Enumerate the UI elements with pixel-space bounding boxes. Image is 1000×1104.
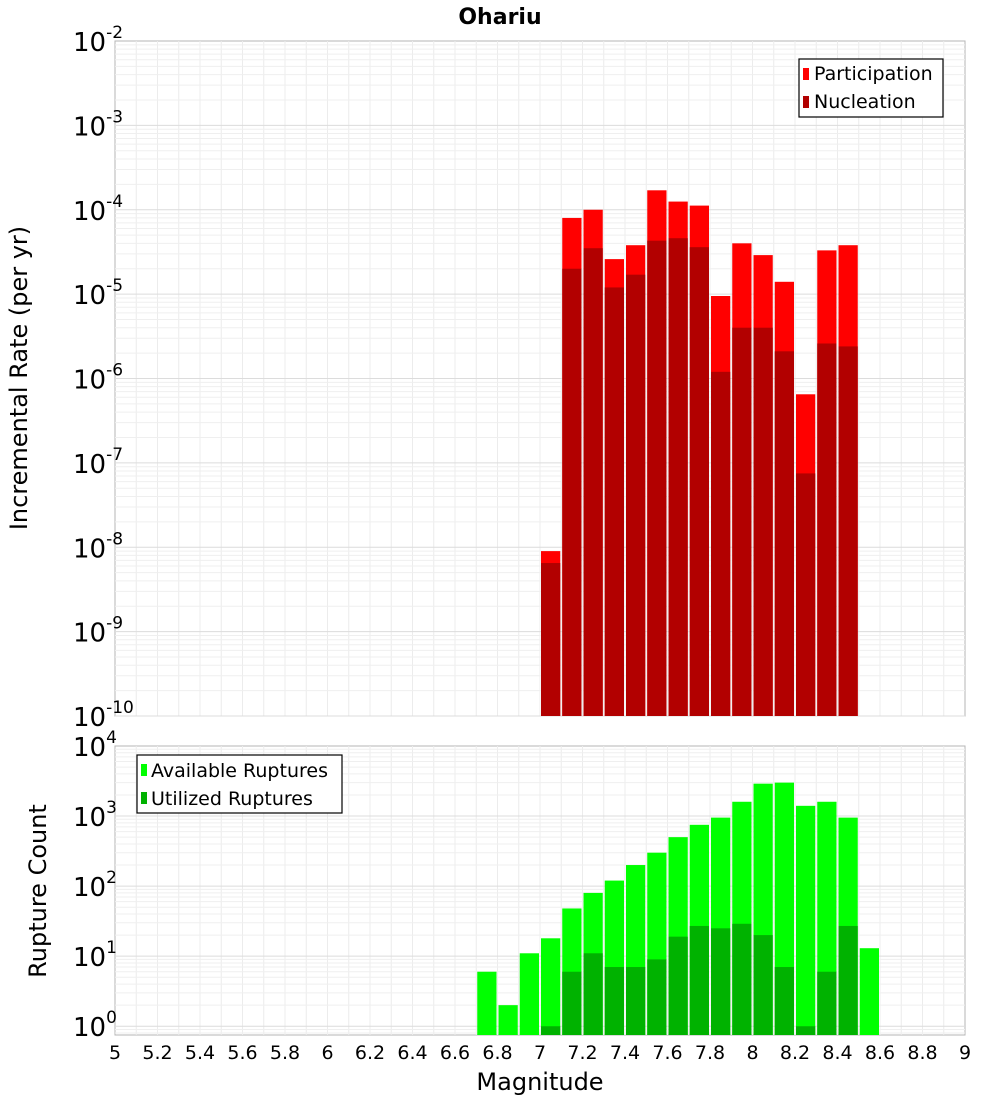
top-bar-b — [732, 327, 752, 716]
x-tick-label: 5.2 — [142, 1042, 172, 1064]
bottom-bar-a — [796, 805, 816, 1035]
bottom-y-tick-label: 100 — [73, 1008, 117, 1043]
top-bar-b — [796, 473, 816, 716]
bottom-bar-a — [519, 953, 539, 1035]
bottom-bar-b — [668, 936, 688, 1035]
legend-label-participation: Participation — [814, 63, 933, 85]
top-y-tick-label: 10-5 — [73, 276, 123, 311]
x-tick-label: 5.8 — [270, 1042, 300, 1064]
bottom-bar-b — [689, 925, 709, 1035]
chart-title: Ohariu — [458, 5, 541, 30]
legend-swatch-available — [141, 764, 147, 776]
top-y-tick-label: 10-7 — [73, 445, 123, 480]
bottom-y-tick-label: 104 — [73, 728, 117, 763]
x-tick-label: 5.4 — [185, 1042, 215, 1064]
bottom-y-tick-label: 102 — [73, 868, 117, 903]
bottom-y-tick-label: 101 — [73, 938, 117, 973]
top-y-tick-label: 10-10 — [73, 698, 134, 733]
bottom-bar-b — [838, 925, 858, 1035]
x-tick-label: 8.4 — [822, 1042, 852, 1064]
top-legend: Participation Nucleation — [798, 58, 944, 118]
top-bar-b — [774, 351, 794, 716]
top-y-tick-label: 10-3 — [73, 107, 123, 142]
legend-label-available: Available Ruptures — [151, 760, 328, 782]
x-ticks: 5 5.2 5.4 5.6 5.8 6 6.2 6.4 6.6 6.8 7 7.2 7.4 7.6 7.8 8… — [109, 1042, 971, 1064]
bottom-legend: Available Ruptures Utilized Ruptures — [136, 754, 343, 814]
top-bar-b — [562, 268, 582, 716]
top-y-tick-label: 10-2 — [73, 23, 123, 58]
x-tick-label: 7.8 — [695, 1042, 725, 1064]
bottom-y-ticks: 100 101 102 103 104 — [73, 728, 117, 1043]
x-tick-label: 6.2 — [355, 1042, 385, 1064]
top-y-axis-label: Incremental Rate (per yr) — [5, 226, 33, 530]
bottom-bar-b — [562, 971, 582, 1035]
bottom-bar-b — [817, 971, 837, 1035]
legend-label-utilized: Utilized Ruptures — [151, 788, 313, 810]
bottom-bar-a — [859, 948, 879, 1035]
top-bar-b — [817, 343, 837, 716]
top-bar-b — [689, 247, 709, 716]
x-tick-label: 8.8 — [907, 1042, 937, 1064]
top-bar-b — [541, 563, 561, 716]
x-tick-label: 6.6 — [440, 1042, 470, 1064]
bottom-bar-b — [647, 959, 667, 1035]
bottom-bar-b — [732, 923, 752, 1035]
x-tick-label: 8.2 — [780, 1042, 810, 1064]
x-tick-label: 5.6 — [227, 1042, 257, 1064]
bottom-bar-b — [583, 953, 603, 1035]
x-tick-label: 7.4 — [610, 1042, 640, 1064]
legend-swatch-utilized — [141, 792, 147, 804]
bottom-bar-b — [774, 967, 794, 1035]
top-bar-b — [647, 240, 667, 717]
top-y-tick-label: 10-8 — [73, 529, 123, 564]
bottom-y-axis-label: Rupture Count — [24, 804, 52, 978]
top-bar-b — [711, 371, 731, 716]
top-y-tick-label: 10-9 — [73, 614, 123, 649]
x-tick-label: 7.6 — [652, 1042, 682, 1064]
x-tick-label: 6.8 — [482, 1042, 512, 1064]
bottom-bar-a — [477, 971, 497, 1035]
bottom-y-tick-label: 103 — [73, 798, 117, 833]
bottom-bar-b — [796, 1026, 816, 1035]
x-tick-label: 9 — [959, 1042, 971, 1064]
top-bar-b — [838, 346, 858, 716]
top-bar-b — [753, 327, 773, 716]
x-tick-label: 5 — [109, 1042, 121, 1064]
x-axis-label: Magnitude — [476, 1068, 603, 1096]
x-tick-label: 7.2 — [567, 1042, 597, 1064]
legend-swatch-participation — [803, 68, 809, 80]
top-y-tick-label: 10-6 — [73, 361, 123, 396]
legend-label-nucleation: Nucleation — [814, 91, 916, 113]
x-tick-label: 8 — [746, 1042, 758, 1064]
bottom-bars — [477, 782, 879, 1035]
bottom-bar-a — [541, 938, 561, 1035]
bottom-bar-b — [753, 935, 773, 1035]
top-y-ticks: 10-10 10-9 10-8 10-7 10-6 10-5 10-4 10-3 10-2 — [73, 23, 134, 733]
top-bar-b — [668, 238, 688, 716]
top-bar-b — [604, 287, 624, 716]
top-bar-b — [583, 248, 603, 717]
bottom-bar-b — [541, 1026, 561, 1035]
top-bars — [541, 190, 858, 717]
bottom-bar-a — [498, 1005, 518, 1035]
legend-swatch-nucleation — [803, 96, 809, 108]
x-tick-label: 8.6 — [865, 1042, 895, 1064]
top-bar-b — [626, 274, 646, 716]
x-tick-label: 7 — [534, 1042, 546, 1064]
bottom-bar-b — [711, 928, 731, 1035]
bottom-bar-b — [626, 967, 646, 1035]
x-tick-label: 6 — [321, 1042, 333, 1064]
top-grid — [115, 41, 965, 717]
x-tick-label: 6.4 — [397, 1042, 427, 1064]
bottom-bar-b — [604, 967, 624, 1035]
top-y-tick-label: 10-4 — [73, 192, 123, 227]
